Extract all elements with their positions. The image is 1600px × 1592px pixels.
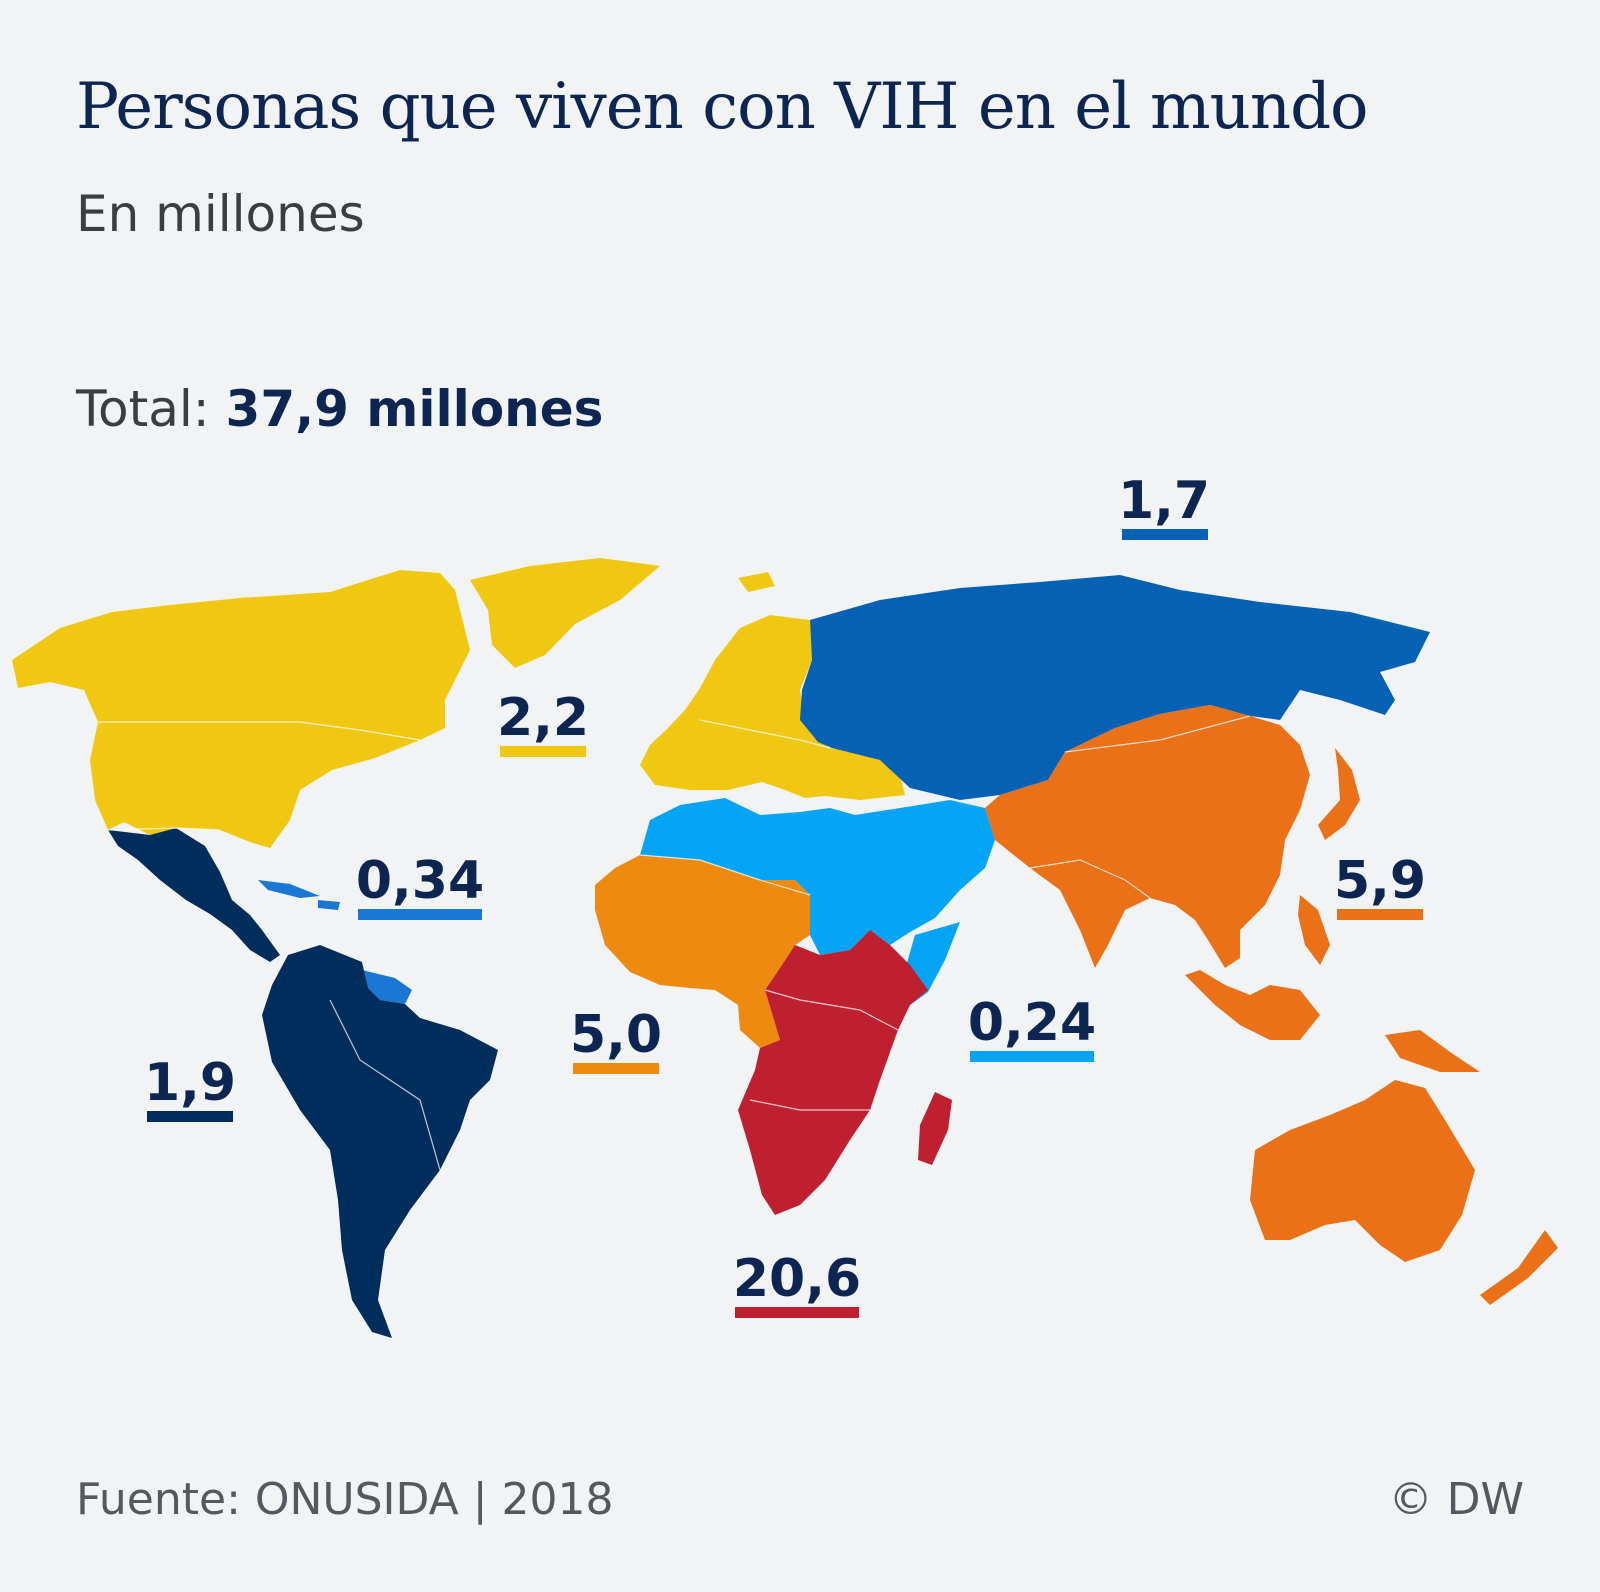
- iceland-shape: [738, 572, 775, 592]
- value-label-eastern-southern-africa: 20,6: [733, 1249, 861, 1309]
- hispaniola-shape: [318, 900, 340, 910]
- asia-shape: [985, 705, 1310, 968]
- underline-eastern-europe-central-asia: [1122, 529, 1208, 540]
- value-label-asia-pacific: 5,9: [1334, 851, 1426, 911]
- underline-asia-pacific: [1337, 909, 1423, 920]
- total-value: 37,9 millones: [225, 380, 604, 438]
- japan-shape: [1318, 748, 1360, 840]
- country-borders: [98, 715, 1251, 1171]
- page-title: Personas que viven con VIH en el mundo: [76, 70, 1369, 144]
- value-labels: 2,2 1,7 0,34 1,9 5,0 0,24 5,9 20,6: [144, 471, 1426, 1318]
- region-latin-america: [108, 828, 498, 1338]
- border-sahara: [639, 854, 811, 896]
- value-label-europe-north-america: 2,2: [497, 688, 589, 748]
- west-central-africa-shape: [595, 855, 810, 1048]
- greenland-shape: [470, 558, 660, 668]
- region-europe-north-america: [12, 558, 905, 848]
- border-southern-africa: [749, 1099, 870, 1111]
- north-america-shape: [12, 570, 470, 848]
- cuba-shape: [258, 880, 320, 898]
- madagascar-shape: [918, 1092, 952, 1165]
- value-label-latin-america: 1,9: [144, 1053, 236, 1113]
- region-eastern-europe-central-asia: [800, 575, 1430, 800]
- eastern-southern-africa-shape: [738, 930, 928, 1215]
- total-label: Total:: [76, 380, 210, 438]
- page-subtitle: En millones: [76, 185, 365, 243]
- region-eastern-southern-africa: [738, 930, 952, 1215]
- philippines-shape: [1298, 895, 1330, 965]
- europe-shape: [640, 615, 905, 800]
- value-label-middle-east-north-africa: 0,24: [968, 993, 1096, 1053]
- border-brazil: [329, 999, 441, 1171]
- value-label-eastern-europe-central-asia: 1,7: [1118, 471, 1210, 531]
- value-label-west-central-africa: 5,0: [570, 1005, 662, 1065]
- australia-shape: [1250, 1080, 1475, 1262]
- region-west-central-africa: [595, 855, 810, 1048]
- south-america-shape: [262, 945, 498, 1338]
- middle-east-north-africa-shape: [640, 798, 995, 955]
- border-central-africa: [764, 989, 899, 1031]
- source-note: Fuente: ONUSIDA | 2018: [76, 1474, 614, 1525]
- underline-middle-east-north-africa: [970, 1051, 1094, 1062]
- new-guinea-shape: [1385, 1030, 1480, 1072]
- central-america-shape: [108, 828, 280, 962]
- underline-eastern-southern-africa: [735, 1307, 859, 1318]
- border-canada-usa: [98, 721, 421, 741]
- underline-west-central-africa: [573, 1063, 659, 1074]
- region-caribbean: [258, 880, 412, 1004]
- total-line: Total: 37,9 millones: [76, 380, 603, 438]
- border-india: [1029, 859, 1151, 899]
- border-mexico-usa: [107, 827, 221, 831]
- copyright-note: © DW: [1388, 1474, 1524, 1525]
- border-europe: [699, 719, 831, 749]
- guianas-shape: [362, 970, 412, 1004]
- maritime-asia-shape: [1185, 970, 1320, 1040]
- russia-central-asia-shape: [800, 575, 1430, 800]
- underline-caribbean: [358, 909, 482, 920]
- value-label-caribbean: 0,34: [356, 851, 484, 911]
- underline-europe-north-america: [500, 746, 586, 757]
- underline-latin-america: [147, 1111, 233, 1122]
- border-russia-china: [1064, 715, 1251, 753]
- region-asia-pacific: [985, 705, 1558, 1305]
- new-zealand-shape: [1480, 1230, 1558, 1305]
